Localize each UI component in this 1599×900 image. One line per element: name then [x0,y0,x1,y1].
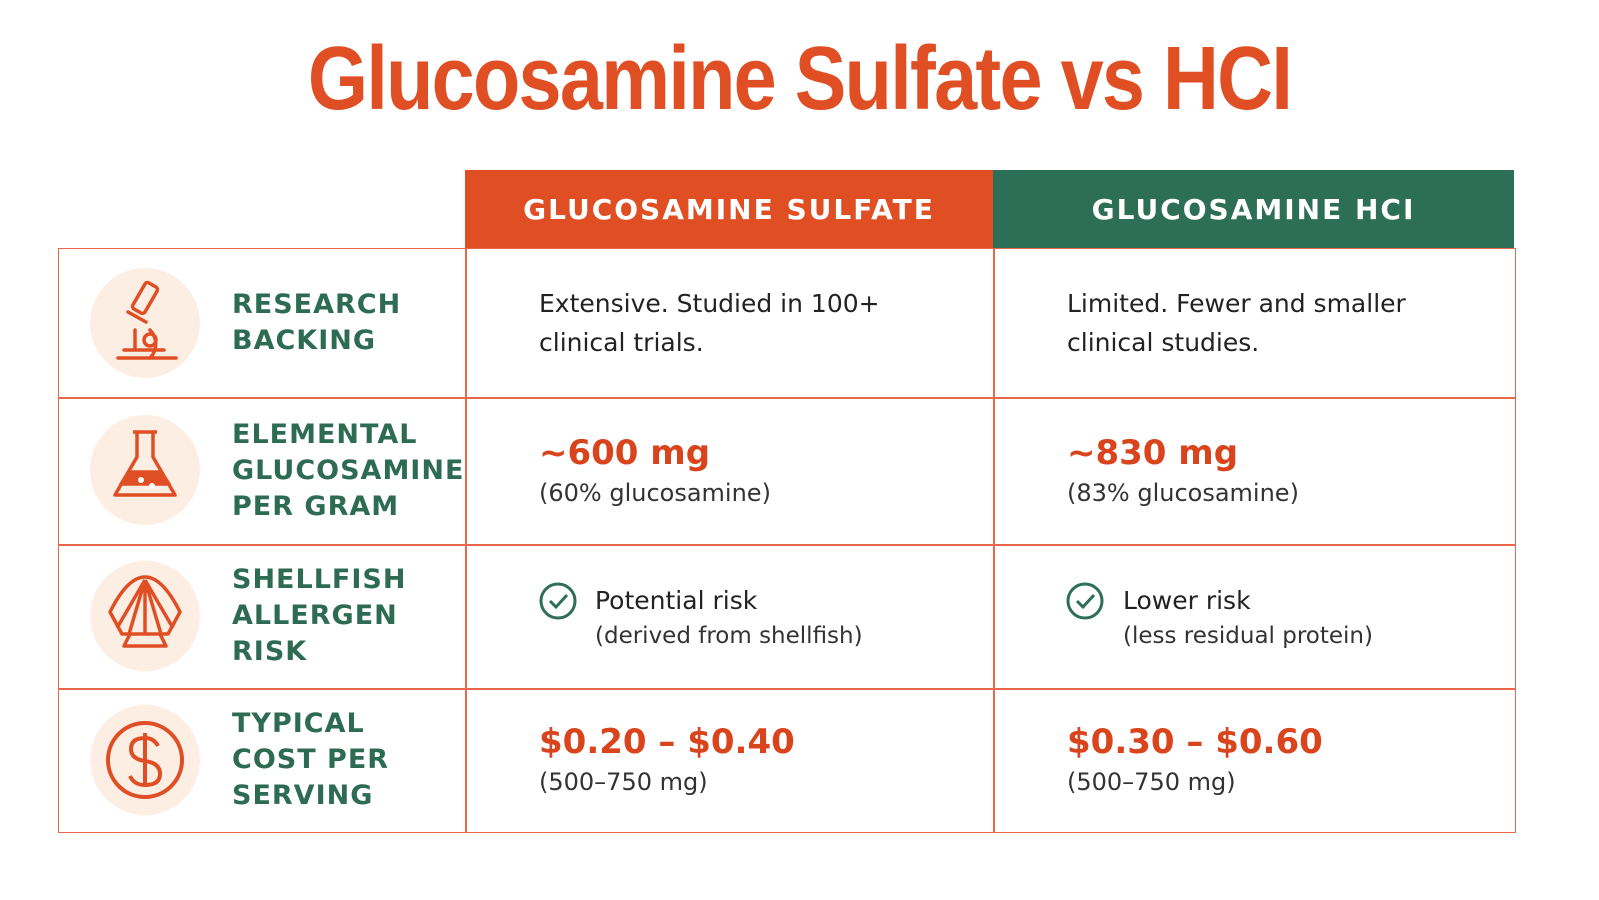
table-cell [58,688,467,833]
cell-text: Extensive. Studied in 100+ clinical tria… [539,288,880,357]
cell-content: Potential risk (derived from shellfish) [595,544,953,688]
row-label: SHELLFISH ALLERGEN RISK [232,564,407,667]
column-header: GLUCOSAMINE SULFATE [465,170,993,248]
cell-note: (derived from shellfish) [595,622,863,649]
table-cell [993,397,1516,546]
cell-value: $0.20 – $0.40 [539,721,795,762]
row-label: ELEMENTAL GLUCOSAMINE PER GRAM [232,418,465,522]
cell-note: (500–750 mg) [539,767,708,796]
cell-text: Limited. Fewer and smaller clinical stud… [1067,288,1406,357]
table-cell [58,397,467,546]
cell-content: ~600 mg (60% glucosamine) [539,397,953,544]
row-label: TYPICAL COST PER SERVING [232,707,390,811]
title: Glucosamine Sulfate vs HCI [307,29,1293,129]
table-cell [993,544,1516,690]
cell-content: $0.20 – $0.40 (500–750 mg) [539,688,953,831]
table-cell [993,248,1516,399]
table-cell [465,544,995,690]
cell-value: $0.30 – $0.60 [1067,721,1323,762]
table-cell [58,544,467,690]
cell-content: Extensive. Studied in 100+ clinical tria… [539,248,953,397]
cell-value: ~830 mg [1067,432,1239,473]
table-cell [993,688,1516,833]
cell-note: (500–750 mg) [1067,767,1236,796]
cell-note: (83% glucosamine) [1067,478,1299,507]
cell-content: ~830 mg (83% glucosamine) [1067,397,1474,544]
cell-content: Lower risk (less residual protein) [1123,544,1474,688]
cell-value: ~600 mg [539,432,711,473]
row-label: RESEARCH BACKING [232,288,402,356]
table-cell [465,397,995,546]
cell-note: (60% glucosamine) [539,478,771,507]
cell-note: (less residual protein) [1123,622,1373,649]
cell-content: $0.30 – $0.60 (500–750 mg) [1067,688,1474,831]
cell-content: Limited. Fewer and smaller clinical stud… [1067,248,1474,397]
table-cell [465,248,995,399]
cell-text: Potential risk [595,585,758,615]
column-header: GLUCOSAMINE HCI [993,170,1514,248]
table-cell [465,688,995,833]
table-cell [58,248,467,399]
cell-text: Lower risk [1123,585,1251,615]
